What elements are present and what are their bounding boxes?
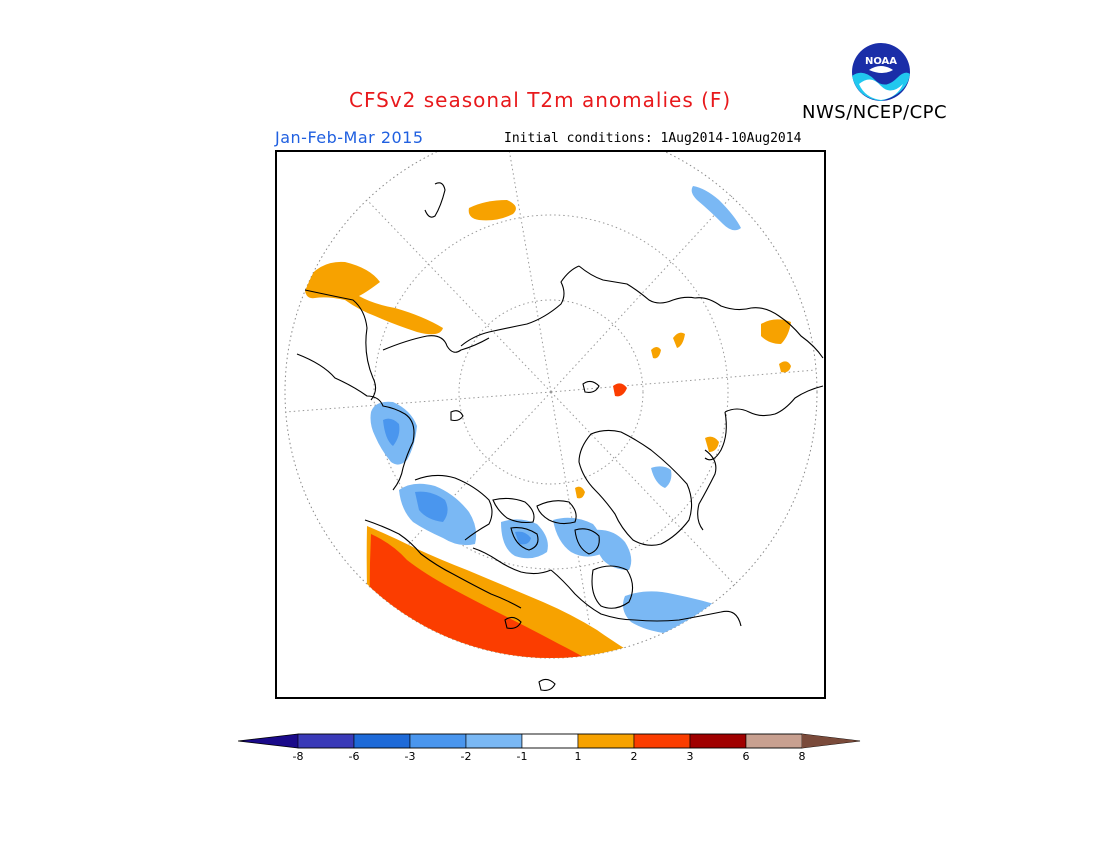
colorbar-bin-2 [409,733,467,749]
colorbar-bin-1 [353,733,411,749]
chart-title: CFSv2 seasonal T2m anomalies (F) [349,88,732,112]
season-label: Jan-Feb-Mar 2015 [275,128,424,147]
anomaly-cool-atlantic [691,186,741,231]
colorbar-tick-label: 1 [574,750,582,763]
colorbar-tick-label: 6 [742,750,750,763]
polar-map [275,150,826,699]
noaa-logo: NOAA [850,41,912,103]
longitude-grid [284,150,817,659]
colorbar-tick-label: -8 [292,750,304,763]
colorbar-tick-label: -1 [516,750,528,763]
colorbar [238,733,861,749]
colorbar-tick-label: 2 [630,750,638,763]
colorbar-tick-label: -2 [460,750,472,763]
anomaly-hot-westcanada [369,534,616,658]
colorbar-bin-0 [297,733,355,749]
coastlines [296,182,824,691]
latitude-grid [373,214,729,570]
colorbar-bin-6 [633,733,691,749]
colorbar-bin-7 [689,733,747,749]
colorbar-tick-label: 3 [686,750,694,763]
hemisphere-boundary [284,150,818,659]
colorbar-bin-4 [521,733,579,749]
anomaly-warm-chukotka [468,200,516,221]
colorbar-high-arrow [802,734,860,748]
org-label: NWS/NCEP/CPC [802,102,948,123]
colorbar-tick-label: 8 [798,750,806,763]
logo-text: NOAA [865,56,897,67]
colorbar-bin-8 [745,733,803,749]
colorbar-bin-5 [577,733,635,749]
colorbar-bin-3 [465,733,523,749]
anomaly-warm-siberia [304,261,443,335]
anomaly-cool-greenland [651,466,672,488]
map-frame [275,150,826,699]
colorbar-tick-label: -6 [348,750,360,763]
initial-conditions-label: Initial conditions: 1Aug2014-10Aug2014 [504,131,802,146]
colorbar-tick-label: -3 [404,750,416,763]
colorbar-low-arrow [238,734,298,748]
